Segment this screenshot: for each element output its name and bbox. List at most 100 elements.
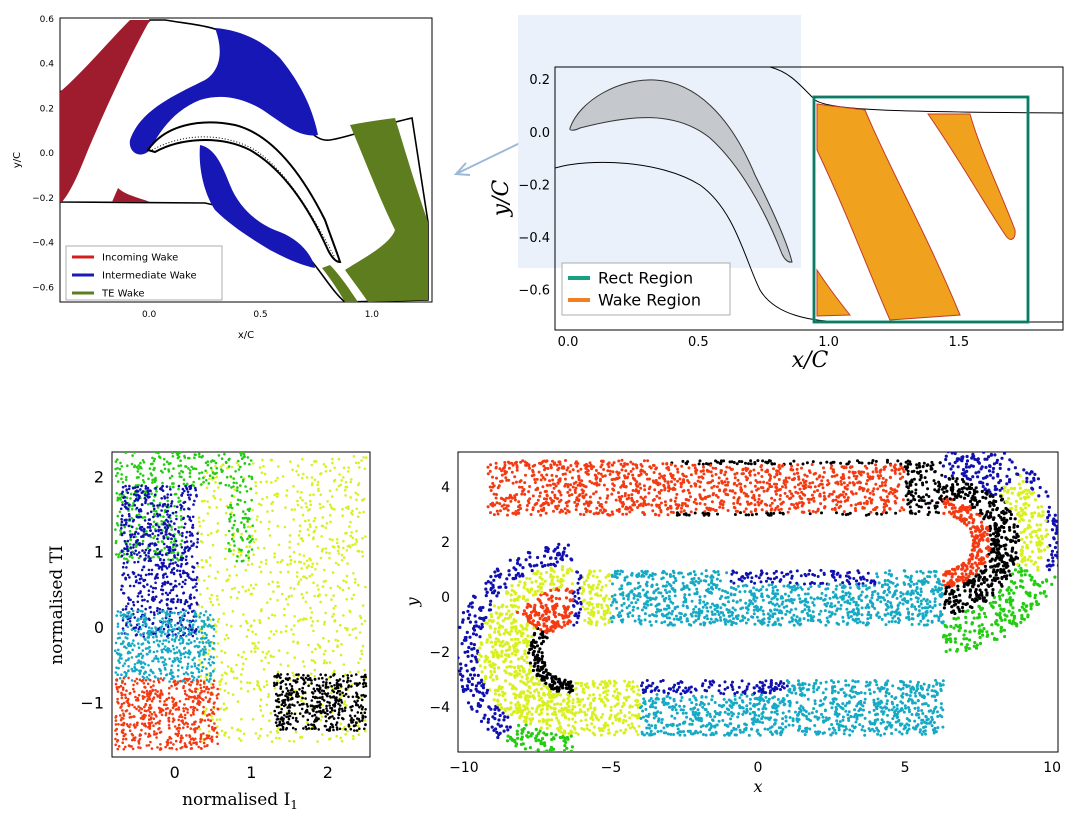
scatter-point bbox=[751, 496, 754, 500]
scatter-point bbox=[135, 707, 138, 711]
scatter-point bbox=[191, 671, 194, 675]
scatter-point bbox=[328, 489, 332, 493]
scatter-point bbox=[329, 520, 332, 524]
scatter-point bbox=[146, 692, 149, 695]
scatter-point bbox=[320, 715, 324, 719]
scatter-point bbox=[116, 673, 119, 676]
scatter-point bbox=[279, 687, 283, 690]
scatter-point bbox=[201, 666, 205, 669]
scatter-point bbox=[821, 486, 825, 490]
scatter-point bbox=[122, 552, 126, 556]
scatter-point bbox=[312, 530, 316, 534]
scatter-point bbox=[269, 458, 273, 462]
scatter-point bbox=[638, 482, 642, 486]
scatter-point bbox=[805, 461, 809, 465]
scatter-point bbox=[328, 701, 331, 704]
scatter-point bbox=[315, 562, 319, 566]
scatter-point bbox=[205, 471, 209, 475]
scatter-point bbox=[319, 673, 323, 676]
scatter-point bbox=[325, 661, 329, 664]
scatter-point bbox=[242, 650, 246, 654]
scatter-point bbox=[135, 721, 139, 725]
scatter-point bbox=[602, 509, 606, 513]
scatter-point bbox=[698, 459, 702, 463]
scatter-point bbox=[189, 695, 193, 699]
scatter-point bbox=[679, 485, 683, 489]
scatter-point bbox=[558, 462, 562, 466]
scatter-point bbox=[357, 550, 361, 553]
scatter-point bbox=[326, 700, 329, 704]
scatter-point bbox=[494, 461, 498, 465]
scatter-point bbox=[182, 517, 185, 520]
scatter-point bbox=[117, 745, 121, 748]
scatter-point bbox=[163, 495, 166, 498]
scatter-point bbox=[269, 597, 272, 601]
scatter-point bbox=[274, 699, 278, 702]
scatter-point bbox=[199, 683, 202, 687]
scatter-point bbox=[871, 475, 875, 479]
scatter-point bbox=[136, 560, 140, 564]
scatter-point bbox=[500, 479, 504, 483]
scatter-point bbox=[313, 668, 317, 672]
scatter-point bbox=[879, 474, 883, 478]
scatter-point bbox=[659, 501, 663, 505]
scatter-point bbox=[663, 488, 667, 492]
scatter-point bbox=[801, 478, 805, 482]
scatter-point bbox=[220, 661, 224, 664]
scatter-point bbox=[133, 465, 136, 469]
scatter-point bbox=[249, 592, 253, 596]
scatter-point bbox=[193, 467, 196, 470]
scatter-point bbox=[285, 489, 289, 492]
scatter-point bbox=[123, 547, 126, 550]
scatter-point bbox=[308, 712, 312, 715]
scatter-point bbox=[176, 551, 180, 555]
scatter-point bbox=[144, 501, 147, 505]
scatter-point bbox=[641, 504, 645, 508]
scatter-point bbox=[588, 510, 592, 514]
scatter-point bbox=[642, 484, 646, 488]
scatter-point bbox=[723, 488, 727, 492]
scatter-point bbox=[229, 515, 233, 519]
scatter-point bbox=[350, 531, 353, 534]
scatter-point bbox=[164, 713, 168, 717]
scatter-point bbox=[503, 499, 507, 503]
scatter-point bbox=[874, 482, 878, 486]
scatter-point bbox=[912, 477, 916, 481]
scatter-point bbox=[321, 684, 325, 687]
scatter-point bbox=[849, 465, 853, 469]
scatter-point bbox=[579, 512, 582, 516]
scatter-point bbox=[223, 734, 226, 737]
scatter-point bbox=[807, 509, 811, 513]
scatter-point bbox=[344, 728, 347, 731]
scatter-point bbox=[247, 556, 250, 560]
scatter-point bbox=[319, 506, 322, 510]
scatter-point bbox=[937, 484, 941, 488]
scatter-point bbox=[339, 736, 343, 740]
scatter-point bbox=[144, 533, 147, 536]
scatter-point bbox=[840, 465, 844, 469]
scatter-point bbox=[347, 586, 351, 590]
scatter-point bbox=[212, 679, 216, 682]
scatter-point bbox=[313, 713, 317, 717]
scatter-point bbox=[210, 708, 213, 712]
scatter-point bbox=[242, 455, 245, 459]
scatter-point bbox=[163, 580, 167, 584]
scatter-point bbox=[529, 513, 533, 516]
scatter-point bbox=[503, 461, 507, 464]
x-tick-0: 0 bbox=[170, 763, 180, 782]
scatter-point bbox=[296, 677, 299, 681]
scatter-point bbox=[141, 599, 144, 602]
scatter-point bbox=[350, 685, 353, 688]
scatter-point bbox=[136, 600, 140, 604]
scatter-point bbox=[146, 600, 149, 603]
scatter-point bbox=[125, 547, 129, 551]
scatter-point bbox=[129, 538, 133, 541]
scatter-point bbox=[126, 602, 130, 605]
scatter-point bbox=[277, 700, 281, 704]
scatter-point bbox=[275, 729, 279, 733]
scatter-point bbox=[240, 521, 243, 524]
scatter-point bbox=[202, 476, 205, 480]
y-tick-labels: 0.20.0−0.2−0.4−0.6 bbox=[518, 73, 550, 298]
scatter-point bbox=[346, 470, 350, 473]
scatter-point bbox=[711, 466, 715, 470]
